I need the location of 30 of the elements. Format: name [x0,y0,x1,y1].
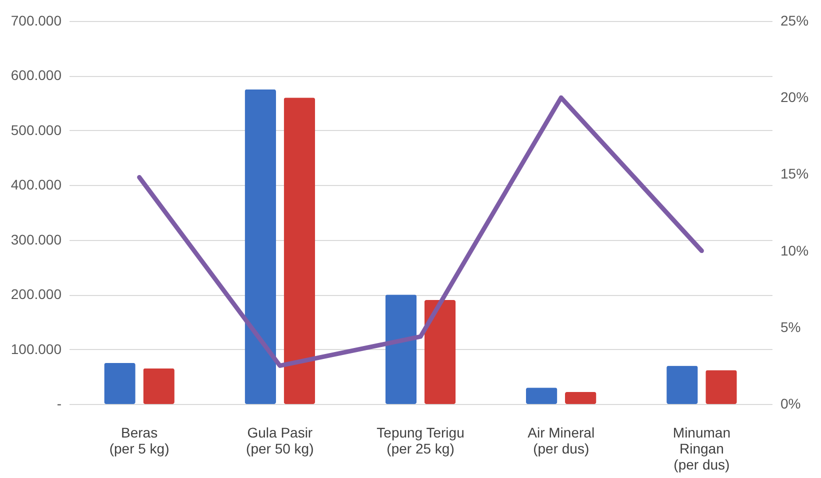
y-tick-label: 500.000 [10,122,62,138]
bar [526,388,558,404]
bar [385,294,417,404]
y-tick-label: 200.000 [10,286,62,302]
y-tick-label: - [56,396,62,412]
bar [706,370,737,404]
y2-tick-label: 0% [780,396,801,412]
x-tick-label: Minuman Ringan (per dus) [672,424,730,472]
y2-tick-label: 5% [780,318,801,335]
y2-tick-label: 10% [780,242,809,258]
bar [284,98,316,404]
y2-tick-label: 20% [780,89,809,106]
x-tick-label: Beras (per 5 kg) [109,424,170,456]
y-tick-label: 400.000 [10,176,62,193]
y-tick-label: 100.000 [10,340,62,357]
x-tick-label: Tepung Terigu (per 25 kg) [376,424,464,456]
bar [424,300,456,404]
bar [104,362,136,404]
x-tick-label: Gula Pasir (per 50 kg) [246,424,314,456]
y-tick-label: 700.000 [10,12,62,28]
y-tick-label: 300.000 [10,231,62,248]
y-tick-label: 600.000 [10,67,62,84]
bar [244,89,276,404]
y2-tick-label: 15% [780,166,809,182]
bar [565,392,596,404]
x-tick-label: Air Mineral (per dus) [528,424,595,456]
bar [666,366,698,404]
bar [143,368,174,404]
y2-tick-label: 25% [780,12,809,28]
line-series [137,95,704,368]
